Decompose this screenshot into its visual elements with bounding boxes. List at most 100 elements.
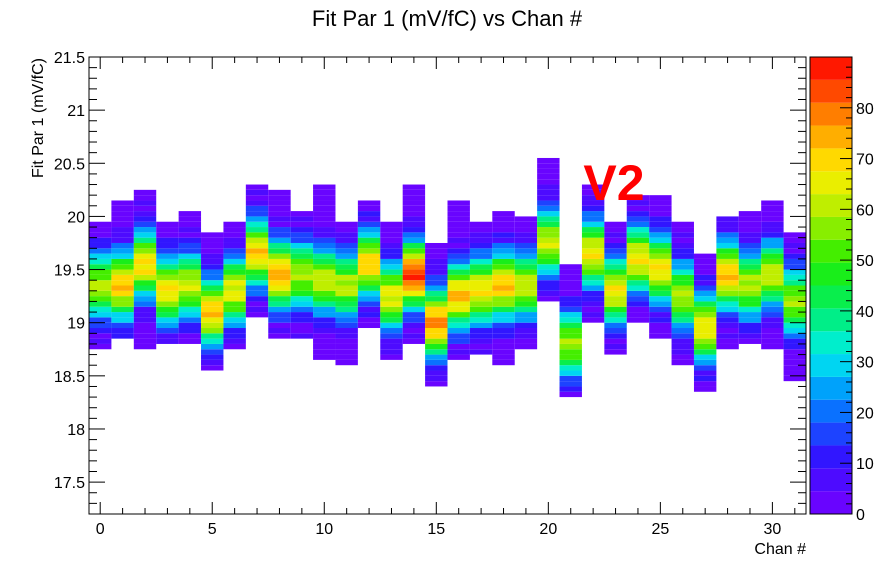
heatmap-cell (223, 301, 246, 307)
heatmap-cell (447, 280, 470, 286)
heatmap-cell (313, 333, 336, 339)
heatmap-cell (469, 280, 493, 286)
heatmap-cell (604, 296, 627, 302)
heatmap-cell (313, 227, 336, 233)
heatmap-cell (604, 221, 627, 228)
palette-frame (809, 56, 853, 515)
heatmap-cell (133, 296, 157, 302)
heatmap-cell (693, 322, 717, 329)
heatmap-cell (178, 333, 202, 339)
heatmap-cell (223, 258, 246, 265)
heatmap-cell (268, 232, 291, 238)
palette-swatch (810, 354, 852, 377)
heatmap-cell (245, 312, 269, 318)
heatmap-cell (156, 253, 179, 259)
heatmap-cell (581, 290, 605, 297)
heatmap-cell (245, 285, 269, 291)
heatmap-cell (201, 349, 224, 355)
heatmap-cell (783, 365, 806, 371)
heatmap-cell (402, 333, 426, 339)
heatmap-cell (649, 221, 672, 228)
heatmap-cell (111, 269, 134, 275)
heatmap-cell (290, 328, 314, 334)
heatmap-cell (626, 280, 650, 286)
heatmap-cell (425, 343, 448, 350)
heatmap-cell (133, 205, 157, 212)
heatmap-cell (133, 274, 157, 281)
heatmap-cell (469, 269, 493, 275)
heatmap-cell (268, 248, 291, 254)
heatmap-cell (514, 232, 538, 238)
heatmap-cell (693, 312, 717, 318)
heatmap-cell (290, 322, 314, 329)
heatmap-cell (357, 211, 381, 217)
heatmap-cell (649, 280, 672, 286)
heatmap-cell (604, 301, 627, 307)
heatmap-cell (693, 301, 717, 307)
palette-swatch (810, 399, 852, 423)
heatmap-cell (156, 296, 179, 302)
palette-tick-label: 30 (856, 355, 874, 372)
heatmap-cell (201, 237, 224, 243)
heatmap-cell (649, 264, 672, 270)
heatmap-cell (738, 232, 762, 238)
heatmap-cell (469, 343, 493, 350)
palette-tick-label: 20 (856, 405, 874, 422)
heatmap-cell (290, 301, 314, 307)
heatmap-cell (783, 333, 806, 339)
heatmap-cell (783, 242, 806, 249)
heatmap-cell (649, 242, 672, 249)
heatmap-cell (716, 258, 739, 265)
heatmap-cell (335, 253, 358, 259)
heatmap-cell (761, 338, 784, 344)
heatmap-cell (335, 258, 358, 265)
heatmap-cell (626, 216, 650, 222)
palette-tick-label: 60 (856, 202, 874, 219)
heatmap-cell (425, 285, 448, 291)
heatmap-cell (581, 253, 605, 259)
heatmap-cell (469, 242, 493, 249)
heatmap-cell (693, 296, 717, 302)
heatmap-cell (402, 301, 426, 307)
palette-swatch (810, 171, 852, 195)
heatmap-cell (89, 306, 112, 313)
heatmap-cell (133, 242, 157, 249)
heatmap-cell (581, 205, 605, 212)
heatmap-cell (537, 258, 560, 265)
heatmap-cell (268, 258, 291, 265)
heatmap-cell (581, 189, 605, 196)
palette-swatch (810, 262, 852, 286)
heatmap-cell (156, 312, 179, 318)
heatmap-cell (492, 328, 515, 334)
heatmap-cell (761, 280, 784, 286)
heatmap-cell (245, 227, 269, 233)
heatmap-cell (89, 280, 112, 286)
heatmap-cell (783, 285, 806, 291)
heatmap-cell (313, 195, 336, 201)
heatmap-cell (716, 285, 739, 291)
heatmap-cell (447, 306, 470, 313)
heatmap-cell (537, 221, 560, 228)
heatmap-cell (178, 312, 202, 318)
heatmap-cell (111, 333, 134, 339)
heatmap-cell (357, 322, 381, 329)
heatmap-cell (89, 237, 112, 243)
heatmap-cell (156, 322, 179, 329)
heatmap-cell (178, 328, 202, 334)
heatmap-cell (626, 290, 650, 297)
heatmap-cell (693, 386, 717, 392)
heatmap-cell (111, 301, 134, 307)
heatmap-cell (380, 312, 403, 318)
heatmap-cell (559, 375, 582, 382)
heatmap-cell (380, 322, 403, 329)
heatmap-cell (738, 301, 762, 307)
heatmap-cell (783, 354, 806, 360)
x-axis: 0 5 10 15 20 25 30 (96, 57, 796, 538)
heatmap-cell (245, 306, 269, 313)
heatmap-cell (245, 221, 269, 228)
x-tick-label: 30 (763, 521, 781, 538)
heatmap-cell (469, 301, 493, 307)
heatmap-cell (716, 216, 739, 222)
heatmap-cell (156, 227, 179, 233)
heatmap-cell (559, 349, 582, 355)
